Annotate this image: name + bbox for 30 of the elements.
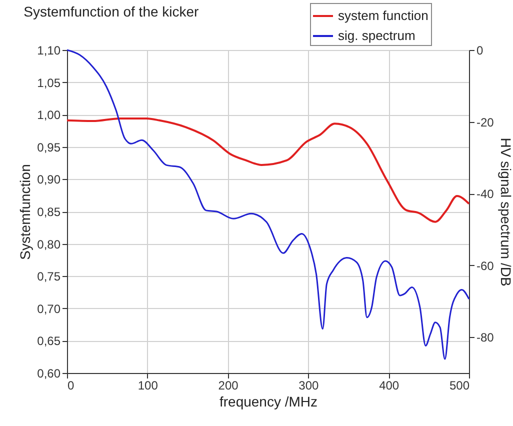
y-tick-label: 0,75 <box>37 270 61 284</box>
chart-title: Systemfunction of the kicker <box>24 4 200 20</box>
legend-label: system function <box>338 8 428 23</box>
x-tick-label: 500 <box>449 378 470 392</box>
y2-tick-label: -40 <box>476 187 494 202</box>
y-tick-label: 0,85 <box>37 205 61 219</box>
y-axis-title: Systemfunction <box>17 164 34 260</box>
line-series <box>66 49 470 360</box>
y-tick-label: 1,00 <box>37 108 61 122</box>
x-tick-label: 0 <box>68 378 74 392</box>
y-tick-label: 0,90 <box>37 172 61 187</box>
y-tick-label: 1,05 <box>37 76 61 90</box>
y-tick-label: 0,80 <box>37 237 61 252</box>
legend-label: sig. spectrum <box>338 28 416 43</box>
x-tick-label: 400 <box>379 378 400 392</box>
y2-tick-label: -80 <box>476 330 494 345</box>
x-tick-label: 200 <box>218 378 239 392</box>
y2-tick-label: 0 <box>476 44 484 58</box>
y-tick-label: 1,10 <box>37 44 61 58</box>
y2-axis-title: HV signal spectrum /DB <box>498 138 513 286</box>
y-tick-label: 0,70 <box>37 302 61 316</box>
x-tick-label: 100 <box>138 378 158 392</box>
y2-tick-label: -60 <box>476 258 494 273</box>
y-tick-label: 0,65 <box>37 334 61 348</box>
y2-tick-label: -20 <box>476 115 494 130</box>
x-axis-title: frequency /MHz <box>219 394 318 410</box>
y-tick-label: 0,95 <box>37 140 61 154</box>
x-tick-label: 300 <box>298 378 320 392</box>
y-tick-label: 0,60 <box>37 366 61 380</box>
line-series <box>66 117 470 223</box>
